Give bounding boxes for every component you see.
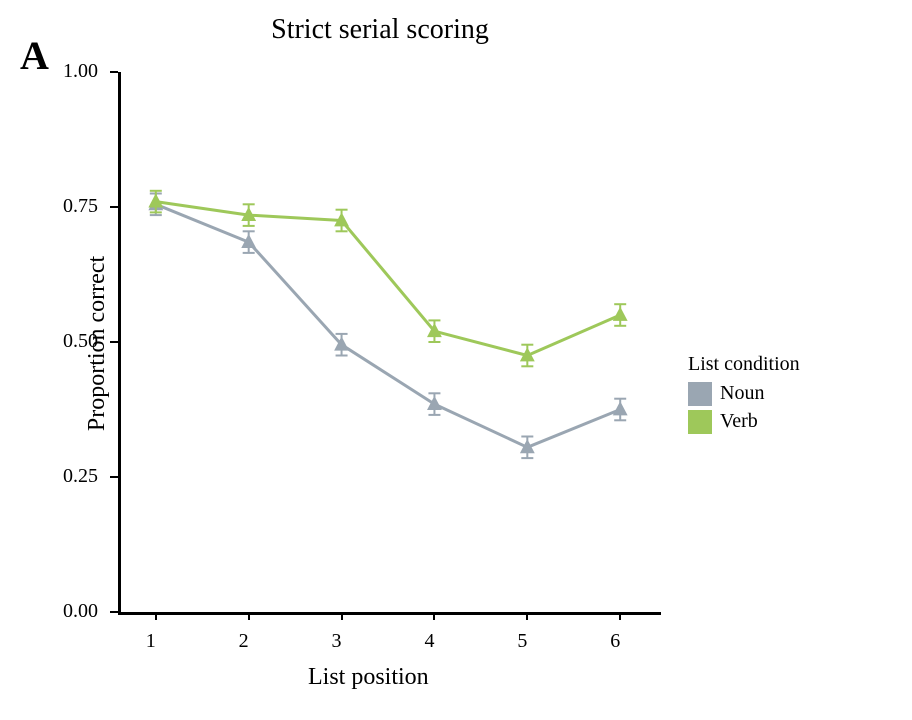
- series-marker: [428, 397, 441, 410]
- legend-swatch: [688, 410, 712, 434]
- series-line: [156, 202, 620, 356]
- series-marker: [149, 194, 162, 207]
- legend-label: Noun: [720, 382, 764, 405]
- figure-container: A Strict serial scoring 0.000.250.500.75…: [0, 0, 912, 720]
- legend-label: Verb: [720, 410, 758, 433]
- legend-swatch: [688, 382, 712, 406]
- legend-items: Noun Verb: [688, 382, 800, 434]
- legend-item: Verb: [688, 410, 800, 434]
- series-marker: [614, 402, 627, 415]
- legend-item: Noun: [688, 382, 800, 406]
- series-marker: [614, 308, 627, 321]
- series-line: [156, 204, 620, 447]
- legend-title: List condition: [688, 353, 800, 376]
- legend: List condition Noun Verb: [688, 353, 800, 438]
